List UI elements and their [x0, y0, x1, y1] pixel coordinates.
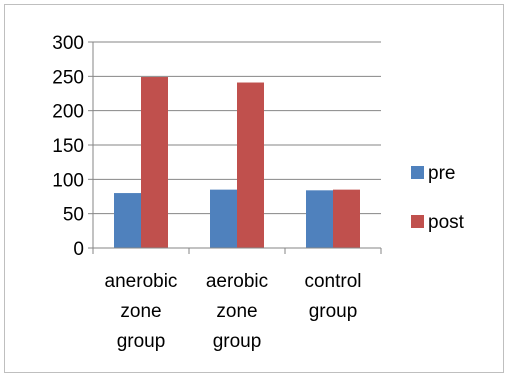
x-category-label: control group [304, 271, 361, 322]
x-category-label: anerobic zone group [105, 271, 178, 352]
bar-pre [306, 190, 333, 248]
bar-pre [114, 193, 141, 248]
y-tick-label: 300 [52, 33, 84, 54]
x-category-label: aerobic zone group [206, 271, 268, 352]
bar-post [237, 82, 264, 248]
legend-label-pre: pre [428, 163, 455, 184]
y-tick-label: 250 [52, 67, 84, 88]
x-axis: anerobic zone group aerobic zone group control… [92, 247, 382, 352]
bar-post [333, 189, 360, 248]
bar-pre [210, 189, 237, 248]
legend-label-post: post [428, 212, 465, 233]
bar-post [141, 77, 168, 249]
y-tick-label: 0 [73, 239, 84, 260]
y-tick-label: 100 [52, 170, 84, 191]
y-tick-label: 50 [63, 205, 84, 226]
legend-swatch-post [411, 215, 424, 228]
y-axis: 0 50 100 150 200 250 300 [52, 33, 94, 260]
y-tick-label: 200 [52, 102, 84, 123]
y-tick-label: 150 [52, 136, 84, 157]
bars [114, 77, 360, 249]
legend-swatch-pre [411, 166, 424, 179]
legend: pre post [411, 163, 465, 233]
